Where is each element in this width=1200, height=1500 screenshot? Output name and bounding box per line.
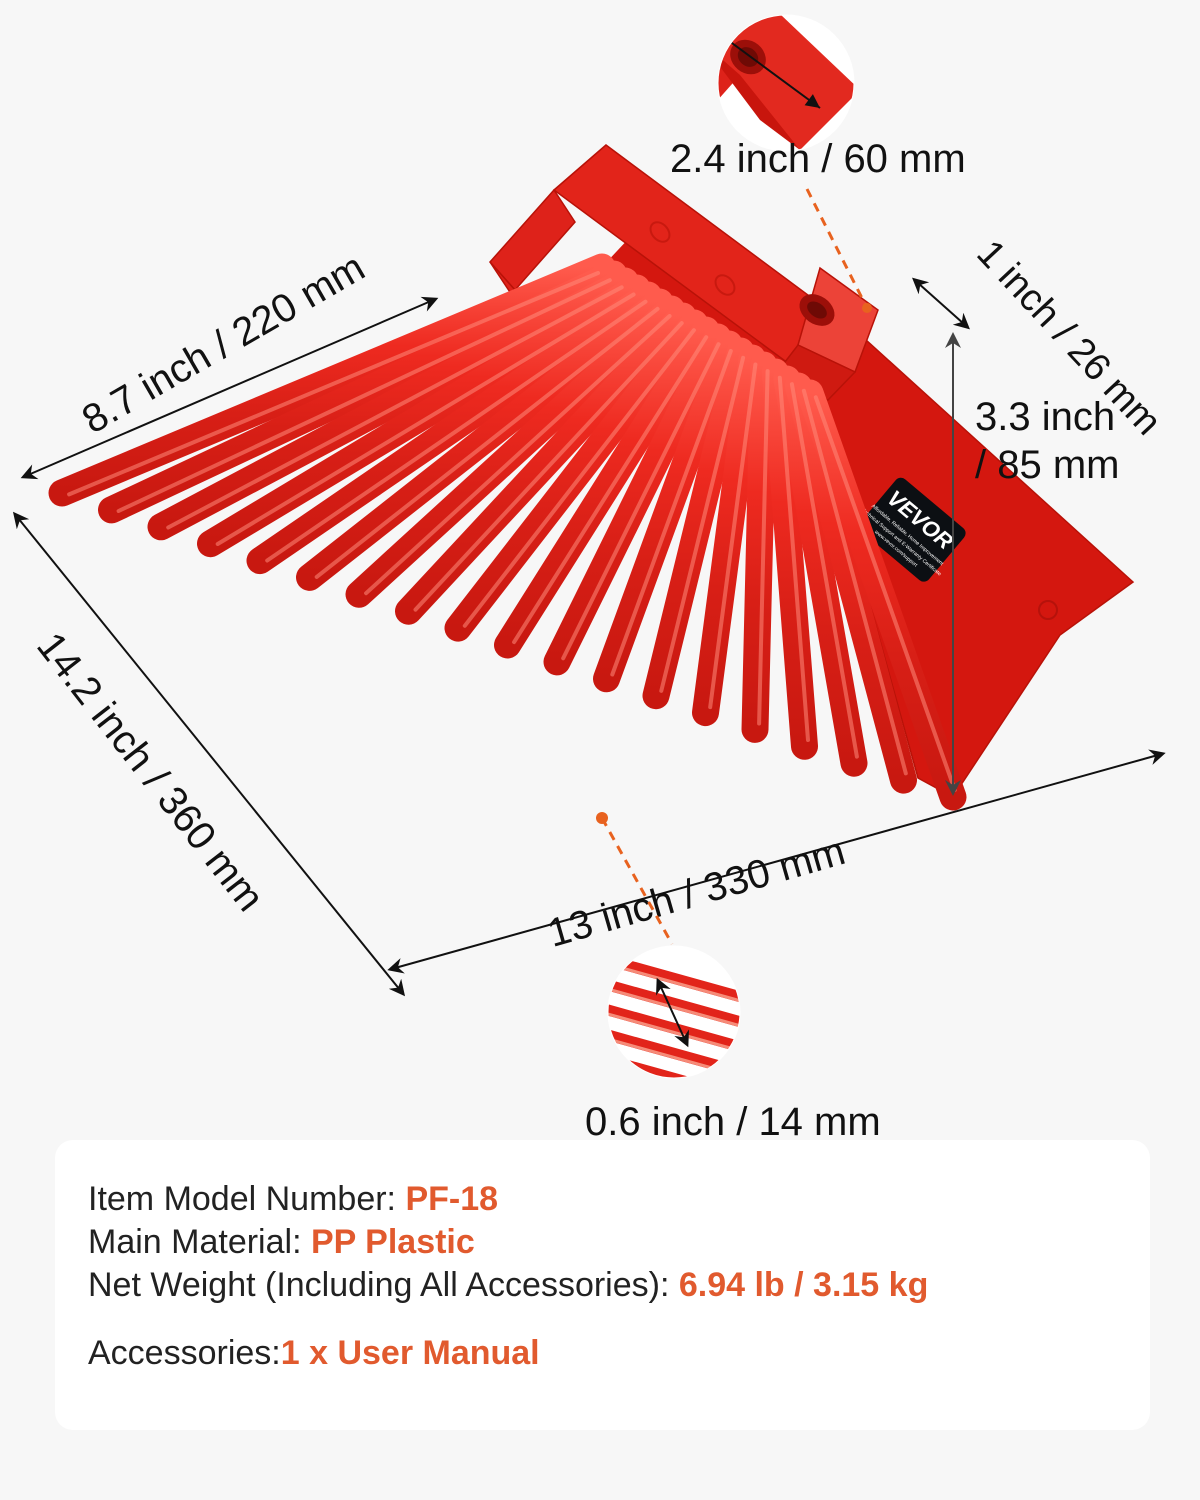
svg-text:Item Model Number: PF-18: Item Model Number: PF-18 <box>88 1180 498 1218</box>
svg-text:/ 85 mm: / 85 mm <box>975 443 1119 487</box>
svg-text:Main Material: PP Plastic: Main Material: PP Plastic <box>88 1223 475 1261</box>
svg-text:Accessories:1 x User Manual: Accessories:1 x User Manual <box>88 1334 540 1372</box>
svg-text:Net Weight (Including All Acce: Net Weight (Including All Accessories): … <box>88 1266 928 1304</box>
svg-text:0.6 inch / 14 mm: 0.6 inch / 14 mm <box>585 1100 881 1144</box>
svg-text:3.3 inch: 3.3 inch <box>975 395 1115 439</box>
svg-text:2.4 inch / 60 mm: 2.4 inch / 60 mm <box>670 137 966 181</box>
